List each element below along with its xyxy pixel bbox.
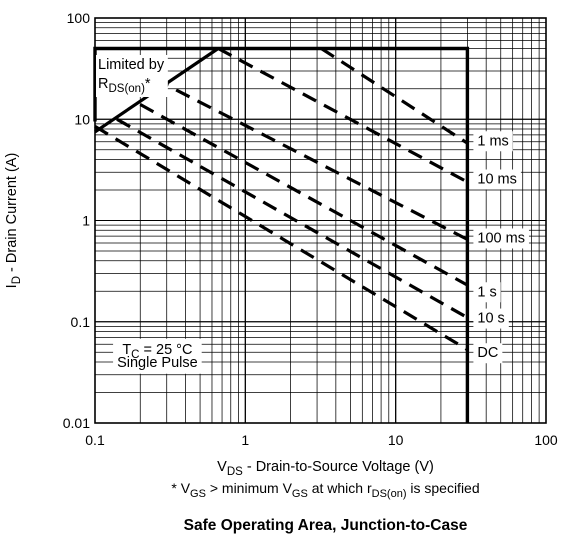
series-line-10-ms (217, 47, 469, 184)
series-line-1-ms (320, 47, 469, 145)
curve-label-background (473, 282, 501, 303)
curve-label-text: 100 ms (477, 230, 525, 246)
curve-label-10-s: 10 s (473, 308, 509, 329)
series-line-1-s (139, 103, 469, 287)
plot-frame (94, 17, 547, 424)
x-tick-label: 1 (241, 432, 249, 448)
condition-annotation-background (113, 338, 202, 374)
curve-label-10-ms: 10 ms (473, 169, 521, 190)
condition-annotation: TC = 25 °C Single Pulse (113, 338, 202, 374)
y-tick-label: 0.01 (63, 415, 90, 431)
curve-label-background (473, 169, 521, 190)
x-axis-title: VDS - Drain-to-Source Voltage (V) (217, 459, 434, 478)
footnote: * VGS > minimum VGS at which rDS(on) is … (171, 480, 479, 500)
y-axis-title: ID - Drain Current (A) (4, 153, 23, 289)
curve-label-background (473, 343, 503, 364)
limit-annotation-line1: Limited by (98, 57, 165, 73)
series-line-10-s (116, 117, 469, 319)
y-tick-label: 1 (82, 213, 90, 229)
x-tick-label: 10 (388, 432, 404, 448)
curve-label-text: 10 s (477, 311, 504, 327)
curve-label-text: 1 ms (477, 133, 508, 149)
curve-label-1-ms: 1 ms (473, 131, 513, 152)
curve-labels: 1 ms 10 ms 100 ms 1 s 10 s DC (473, 131, 529, 364)
curve-label-background (473, 131, 513, 152)
curve-label-100-ms: 100 ms (473, 228, 529, 249)
condition-annotation-line1: TC = 25 °C (122, 342, 192, 361)
curve-label-background (473, 308, 509, 329)
series-line-DC (94, 125, 469, 352)
curve-label-text: 1 s (477, 284, 496, 300)
limit-annotation: Limited by RDS(on)* (96, 55, 168, 97)
limit-annotation-line2: RDS(on)* (98, 76, 151, 95)
y-tick-label: 10 (74, 111, 90, 127)
condition-annotation-line2: Single Pulse (117, 355, 198, 371)
series-line-100-ms (154, 77, 469, 241)
curve-label-text: 10 ms (477, 171, 517, 187)
y-tick-label: 100 (67, 10, 91, 26)
curve-label-1-s: 1 s (473, 282, 501, 303)
chart-title: Safe Operating Area, Junction-to-Case (184, 517, 468, 534)
x-tick-label: 0.1 (85, 432, 105, 448)
x-tick-label: 100 (534, 432, 558, 448)
curve-label-text: DC (477, 345, 498, 361)
limit-annotation-background (96, 55, 168, 97)
curve-label-background (473, 228, 529, 249)
curve-label-DC: DC (473, 343, 503, 364)
y-tick-label: 0.1 (71, 314, 91, 330)
